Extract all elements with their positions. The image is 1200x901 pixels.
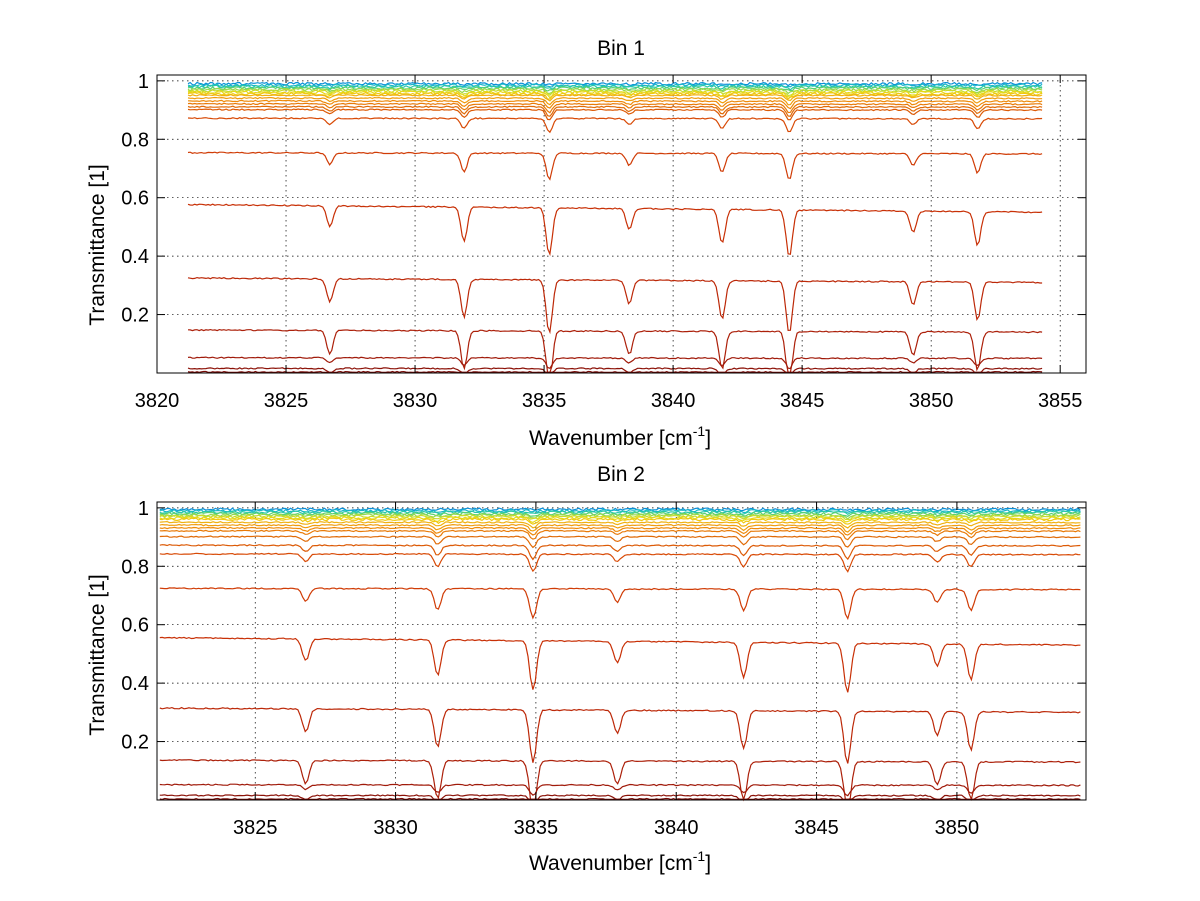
y-axis-label: Transmittance [1]	[86, 164, 109, 325]
chart-title: Bin 2	[597, 463, 645, 486]
x-tick-label: 3850	[909, 390, 954, 412]
series-line	[187, 87, 1043, 95]
series-line	[187, 108, 1043, 121]
plot-frame	[156, 501, 1087, 801]
series-line	[187, 356, 1043, 370]
series-line	[187, 151, 1043, 181]
series-line	[159, 511, 1081, 517]
y-tick-label: 1	[138, 71, 149, 93]
series-group	[159, 507, 1081, 802]
series-line	[187, 105, 1043, 117]
y-tick-label: 0.8	[121, 556, 149, 578]
y-tick-label: 0.2	[121, 732, 149, 754]
y-tick-label: 1	[138, 498, 149, 520]
x-tick-label: 3835	[514, 817, 559, 839]
series-line	[187, 117, 1043, 134]
series-line	[187, 99, 1043, 110]
series-line	[159, 507, 1081, 512]
chart-title: Bin 1	[597, 37, 645, 60]
y-axis-label: Transmittance [1]	[86, 574, 109, 735]
series-line	[159, 587, 1081, 621]
series-line	[187, 86, 1043, 92]
x-axis-label: Wavenumber [cm-1]	[529, 423, 711, 450]
x-tick-label: 3840	[654, 817, 699, 839]
y-tick-label: 0.2	[121, 305, 149, 327]
series-line	[187, 81, 1043, 87]
series-line	[187, 370, 1043, 374]
x-tick-label: 3825	[233, 817, 278, 839]
y-tick-label: 0.4	[121, 673, 149, 695]
x-tick-label: 3845	[780, 390, 825, 412]
series-line	[159, 535, 1081, 549]
series-line	[159, 552, 1081, 573]
x-tick-label: 3850	[935, 817, 980, 839]
series-line	[187, 83, 1043, 88]
series-line	[159, 543, 1081, 561]
series-line	[159, 529, 1081, 541]
series-line	[159, 508, 1081, 514]
series-line	[187, 88, 1043, 97]
series-line	[159, 783, 1081, 797]
axis-ticks: 3825 3830 3835 3840 3845 3850 0.2 0.4 0.6 0.8 1	[121, 498, 1086, 839]
y-tick-label: 0.8	[121, 129, 149, 151]
chart-bin-1: Bin 1 Transmittance [1] Wavenumber [cm-1…	[86, 37, 1087, 450]
series-line	[159, 636, 1081, 693]
x-axis-label-main: Wavenumber [cm	[529, 852, 693, 875]
series-line	[187, 93, 1043, 102]
x-axis-label-end: ]	[705, 852, 711, 875]
series-line	[187, 276, 1043, 335]
y-tick-label: 0.4	[121, 246, 149, 268]
x-tick-label: 3840	[651, 390, 696, 412]
x-axis-label-end: ]	[705, 427, 711, 450]
x-axis-label-main: Wavenumber [cm	[529, 427, 693, 450]
y-tick-label: 0.6	[121, 188, 149, 210]
x-tick-label: 3845	[794, 817, 839, 839]
series-line	[159, 526, 1081, 536]
x-tick-label: 3855	[1038, 390, 1083, 412]
x-tick-label: 3830	[393, 390, 438, 412]
chart-bin-2: Bin 2 Transmittance [1] Wavenumber [cm-1…	[86, 463, 1087, 875]
series-line	[159, 510, 1081, 516]
x-tick-label: 3830	[373, 817, 418, 839]
series-line	[187, 91, 1043, 100]
series-line	[187, 203, 1043, 257]
x-tick-label: 3825	[264, 390, 309, 412]
x-tick-label: 3820	[135, 390, 180, 412]
series-line	[159, 523, 1081, 533]
x-axis-label: Wavenumber [cm-1]	[529, 848, 711, 875]
series-line	[159, 706, 1081, 764]
series-group	[187, 81, 1043, 374]
axis-ticks: 3820 3825 3830 3835 3840 3845 3850 3855 0.2 0.4 0.…	[121, 71, 1086, 412]
x-axis-label-superscript: -1	[693, 423, 706, 439]
series-line	[159, 520, 1081, 529]
plot-frame	[156, 74, 1087, 374]
x-axis-label-superscript: -1	[693, 848, 706, 864]
y-tick-label: 0.6	[121, 615, 149, 637]
series-line	[187, 328, 1043, 373]
series-line	[187, 102, 1043, 114]
series-line	[159, 797, 1081, 801]
series-line	[187, 96, 1043, 106]
series-line	[159, 759, 1081, 802]
series-line	[159, 517, 1081, 525]
x-tick-label: 3835	[522, 390, 567, 412]
